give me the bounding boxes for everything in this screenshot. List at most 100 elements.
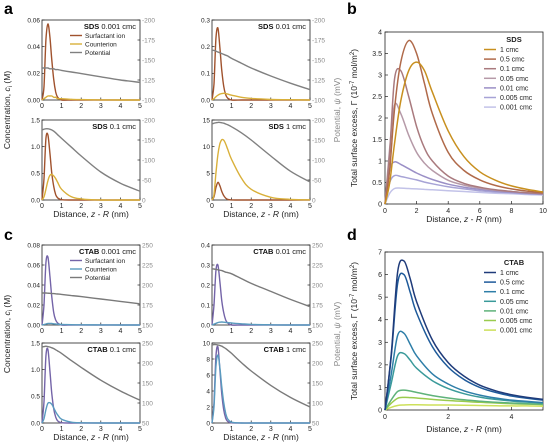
y-left-tick-label: 10 — [203, 340, 211, 347]
x-tick-label: 5 — [138, 103, 142, 110]
series-line-counterion — [211, 92, 311, 101]
y-right-tick-label: 100 — [142, 400, 153, 407]
x-tick-label: 3 — [269, 103, 273, 110]
x-tick-label: 0 — [40, 328, 44, 335]
y-right-tick-label: -150 — [142, 57, 155, 64]
y-left-tick-label: 0.00 — [27, 322, 40, 329]
y-left-tick-label: 0.3 — [201, 17, 210, 24]
plot-frame — [384, 251, 544, 411]
y-right-tick-label: 200 — [142, 282, 153, 289]
y-right-tick-label: 250 — [142, 340, 153, 347]
y-left-tick-label: 0.1 — [201, 71, 210, 78]
subplot-title: CTAB 0.001 cmc — [79, 247, 136, 256]
y-tick-label: 4 — [378, 317, 382, 324]
x-tick-label: 1 — [60, 426, 64, 433]
series-line-0.5-cmc — [384, 39, 544, 205]
legend-entry: 0.5 cmc — [500, 57, 525, 64]
x-tick-label: 0 — [210, 203, 214, 210]
x-tick-label: 0 — [383, 208, 387, 215]
series-line-potential — [211, 121, 311, 183]
y-right-tick-label: 0 — [142, 197, 146, 204]
panel-letter-b: b — [347, 1, 357, 18]
y-right-tick-label: 250 — [142, 242, 153, 249]
legend-entry: Counterion — [85, 42, 117, 49]
x-tick-label: 5 — [138, 426, 142, 433]
y-right-tick-label: 150 — [142, 380, 153, 387]
x-tick-label: 5 — [138, 328, 142, 335]
y-left-tick-label: 0.04 — [27, 44, 40, 51]
y-right-tick-label: -200 — [312, 117, 325, 124]
legend-entry: Potential — [85, 50, 111, 57]
y-left-tick-label: 0.5 — [31, 394, 40, 401]
series-line-counterion — [211, 354, 310, 424]
x-tick-label: 2 — [249, 328, 253, 335]
y-right-tick-label: -150 — [142, 137, 155, 144]
x-tick-label: 1 — [230, 328, 234, 335]
x-axis-label-a-left: Distance, z - R (nm) — [53, 209, 129, 219]
y-right-tick-label: -100 — [142, 157, 155, 164]
legend-entry: 0.05 cmc — [500, 299, 529, 306]
y-tick-label: 7 — [378, 250, 382, 257]
y-right-tick-label: 100 — [312, 400, 323, 407]
x-tick-label: 0 — [210, 103, 214, 110]
y-left-tick-label: 0.04 — [27, 282, 40, 289]
y-left-tick-label: 8 — [206, 356, 210, 363]
x-axis-label-b: Distance, z - R (nm) — [426, 214, 502, 224]
subplot-title: SDS 0.001 cmc — [84, 22, 136, 31]
y-left-tick-label: 1.0 — [31, 144, 40, 151]
y-left-tick-label: 0.00 — [27, 97, 40, 104]
legend-title: CTAB — [504, 258, 525, 267]
y-tick-label: 0 — [378, 202, 382, 209]
x-tick-label: 1 — [230, 203, 234, 210]
subplot-title: SDS 0.01 cmc — [258, 22, 306, 31]
y-left-tick-label: 1.5 — [31, 117, 40, 124]
x-tick-label: 3 — [99, 203, 103, 210]
x-tick-label: 5 — [138, 203, 142, 210]
y-right-tick-label: 200 — [142, 360, 153, 367]
legend-entry: 1 cmc — [500, 270, 519, 277]
y-right-tick-label: -200 — [142, 17, 155, 24]
series-line-potential — [211, 343, 311, 408]
series-line-surfactant-ion — [211, 345, 310, 424]
y-right-tick-label: -125 — [312, 77, 325, 84]
x-tick-label: 4 — [509, 414, 513, 421]
x-tick-label: 0 — [210, 426, 214, 433]
y-left-tick-label: 0 — [206, 197, 210, 204]
y-left-tick-label: 0.2 — [201, 282, 210, 289]
x-tick-label: 1 — [230, 426, 234, 433]
x-tick-label: 2 — [249, 203, 253, 210]
y-right-tick-label: -50 — [142, 177, 152, 184]
y-left-tick-label: 6 — [206, 372, 210, 379]
legend-entry: 1 cmc — [500, 47, 519, 54]
legend-entry: Surfactant ion — [85, 258, 125, 265]
subplot-sds-0.001-cmc: 0 1 2 3 4 5 0.00 0.02 0.04 0.06 -200 -175 -150 -125 -1… — [27, 17, 155, 110]
series-line-1-cmc — [384, 259, 544, 411]
y-left-tick-label: 2 — [206, 404, 210, 411]
y-right-tick-label: 50 — [312, 420, 320, 427]
y-left-tick-label: 0.3 — [201, 262, 210, 269]
y-right-tick-label: -100 — [142, 97, 155, 104]
y-left-tick-label: 5 — [206, 171, 210, 178]
x-tick-label: 3 — [99, 328, 103, 335]
y-right-tick-label: -50 — [312, 177, 322, 184]
series-line-0.5-cmc — [384, 272, 544, 411]
y-left-tick-label: 0 — [206, 420, 210, 427]
legend-entry: Potential — [85, 275, 111, 282]
x-tick-label: 2 — [79, 426, 83, 433]
y-left-tick-label: 1.0 — [31, 367, 40, 374]
x-tick-label: 1 — [60, 328, 64, 335]
y-tick-label: 3 — [378, 73, 382, 80]
subplot-sds-0.1-cmc: 0 1 2 3 4 5 0.0 0.5 1.0 1.5 -200 -150 -100 -50 0 SDS 0.… — [31, 117, 155, 210]
series-line-surfactant-ion — [211, 181, 310, 201]
series-line-counterion — [41, 322, 140, 326]
plot-frame — [41, 119, 141, 201]
plot-frame — [41, 342, 141, 424]
y-axis-label-potential-a: Potential, ψ (mV) — [332, 77, 342, 142]
x-tick-label: 0 — [40, 103, 44, 110]
y-tick-label: 0.5 — [372, 180, 382, 187]
legend-entry: Surfactant ion — [85, 33, 125, 40]
y-right-tick-label: 225 — [312, 262, 323, 269]
y-right-tick-label: -100 — [312, 97, 325, 104]
y-tick-label: 2 — [378, 362, 382, 369]
y-right-tick-label: -200 — [312, 17, 325, 24]
